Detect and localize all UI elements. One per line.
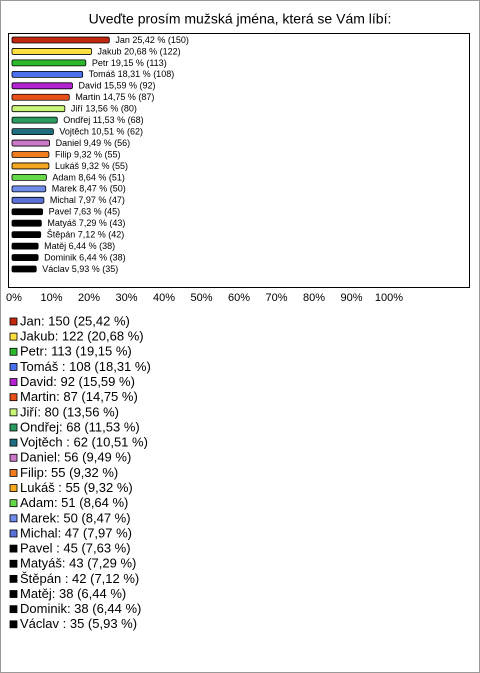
bar-label: Petr 19,15 % (113)	[92, 58, 167, 68]
legend-label: Marek: 50 (8,47 %)	[20, 510, 131, 525]
bar-label: Štěpán 7,12 % (42)	[47, 230, 125, 240]
x-tick-label: 50%	[190, 292, 212, 304]
legend-label: Lukáš : 55 (9,32 %)	[20, 480, 133, 495]
bar-label: Dominik 6,44 % (38)	[44, 252, 126, 262]
legend-swatch	[9, 393, 18, 402]
bar	[11, 139, 50, 147]
x-tick-label: 70%	[265, 292, 287, 304]
legend-swatch	[9, 453, 18, 462]
bar-label: Tomáš 18,31 % (108)	[89, 69, 175, 79]
x-tick-label: 20%	[78, 292, 100, 304]
legend-swatch	[9, 499, 18, 508]
legend-label: Filip: 55 (9,32 %)	[20, 465, 118, 480]
bar	[11, 128, 54, 136]
bar-label: Marek 8,47 % (50)	[52, 184, 126, 194]
legend-label: Jakub: 122 (20,68 %)	[20, 329, 144, 344]
legend-label: Jan: 150 (25,42 %)	[20, 313, 130, 328]
chart-title: Uveďte prosím mužská jména, která se Vám…	[89, 11, 392, 27]
legend-label: Michal: 47 (7,97 %)	[20, 525, 132, 540]
legend-label: Vojtěch : 62 (10,51 %)	[20, 435, 148, 450]
legend-swatch	[9, 332, 18, 341]
legend-label: Daniel: 56 (9,49 %)	[20, 450, 131, 465]
bar	[11, 151, 50, 158]
bar	[11, 196, 45, 204]
legend-swatch	[9, 620, 18, 629]
x-tick-label: 90%	[340, 292, 362, 304]
legend-label: Matěj: 38 (6,44 %)	[20, 586, 126, 601]
x-tick-label: 40%	[153, 292, 175, 304]
bar-label: Filip 9,32 % (55)	[55, 149, 121, 159]
plot-border	[8, 33, 470, 288]
legend-swatch	[9, 559, 18, 568]
legend-swatch	[9, 468, 18, 477]
legend-swatch	[9, 590, 18, 598]
legend-label: Tomáš : 108 (18,31 %)	[20, 359, 151, 374]
legend-swatch	[9, 363, 18, 371]
bar-label: Ondřej 11,53 % (68)	[63, 115, 143, 125]
legend-swatch	[9, 408, 18, 417]
legend-swatch	[9, 544, 18, 553]
bar	[11, 105, 66, 113]
legend-label: Dominik: 38 (6,44 %)	[20, 601, 141, 616]
bar-label: Michal 7,97 % (47)	[50, 195, 125, 205]
bar	[11, 70, 84, 78]
x-tick-label: 60%	[228, 292, 250, 304]
legend-swatch	[9, 605, 18, 614]
bar-label: Pavel 7,63 % (45)	[49, 207, 121, 217]
legend-label: Václav : 35 (5,93 %)	[20, 616, 137, 631]
bar	[11, 265, 37, 273]
bar-label: Jan 25,42 % (150)	[115, 35, 189, 45]
bar-label: Matyáš 7,29 % (43)	[47, 218, 125, 228]
legend-label: Martin: 87 (14,75 %)	[20, 389, 138, 404]
bar	[11, 93, 70, 101]
legend-label: Ondřej: 68 (11,53 %)	[20, 419, 140, 434]
legend-swatch	[9, 378, 18, 386]
x-tick-label: 30%	[115, 292, 137, 304]
bar-label: Vojtěch 10,51 % (62)	[59, 126, 143, 136]
bar	[11, 254, 39, 261]
bar	[11, 173, 47, 181]
legend-swatch	[9, 423, 18, 432]
bar	[11, 208, 44, 216]
legend-swatch	[9, 529, 18, 538]
legend-label: Štěpán : 42 (7,12 %)	[20, 571, 139, 586]
bar-label: David 15,59 % (92)	[78, 81, 155, 91]
legend-swatch	[9, 484, 18, 492]
x-tick-label: 80%	[303, 292, 325, 304]
bar-label: Matěj 6,44 % (38)	[44, 241, 115, 251]
legend-label: Matyáš: 43 (7,29 %)	[20, 556, 136, 571]
legend-swatch	[9, 514, 18, 523]
bar	[11, 36, 110, 44]
legend-label: David: 92 (15,59 %)	[20, 374, 135, 389]
legend-label: Pavel : 45 (7,63 %)	[20, 541, 131, 556]
bar	[11, 231, 42, 239]
bar	[11, 242, 39, 250]
x-tick-label: 100%	[375, 292, 403, 304]
bar-label: Martin 14,75 % (87)	[75, 92, 154, 102]
bar	[11, 219, 42, 227]
bar-label: Lukáš 9,32 % (55)	[55, 161, 128, 171]
bar	[11, 48, 92, 55]
legend-label: Petr: 113 (19,15 %)	[20, 344, 132, 359]
legend-swatch	[9, 317, 18, 326]
legend-swatch	[9, 438, 18, 447]
bar-label: Daniel 9,49 % (56)	[56, 138, 131, 148]
bar	[11, 59, 87, 67]
bar-label: Adam 8,64 % (51)	[52, 172, 125, 182]
legend-label: Adam: 51 (8,64 %)	[20, 495, 128, 510]
bar-label: Václav 5,93 % (35)	[42, 264, 118, 274]
legend-swatch	[9, 574, 18, 583]
legend-label: Jiří: 80 (13,56 %)	[20, 404, 119, 419]
bar	[11, 185, 47, 193]
bar	[11, 162, 50, 170]
bar-label: Jiří 13,56 % (80)	[71, 104, 137, 114]
bar-label: Jakub 20,68 % (122)	[98, 46, 181, 56]
bar	[11, 116, 58, 124]
legend-swatch	[9, 347, 18, 356]
x-tick-label: 10%	[40, 292, 62, 304]
bar	[11, 82, 73, 90]
x-tick-label: 0%	[6, 292, 22, 304]
